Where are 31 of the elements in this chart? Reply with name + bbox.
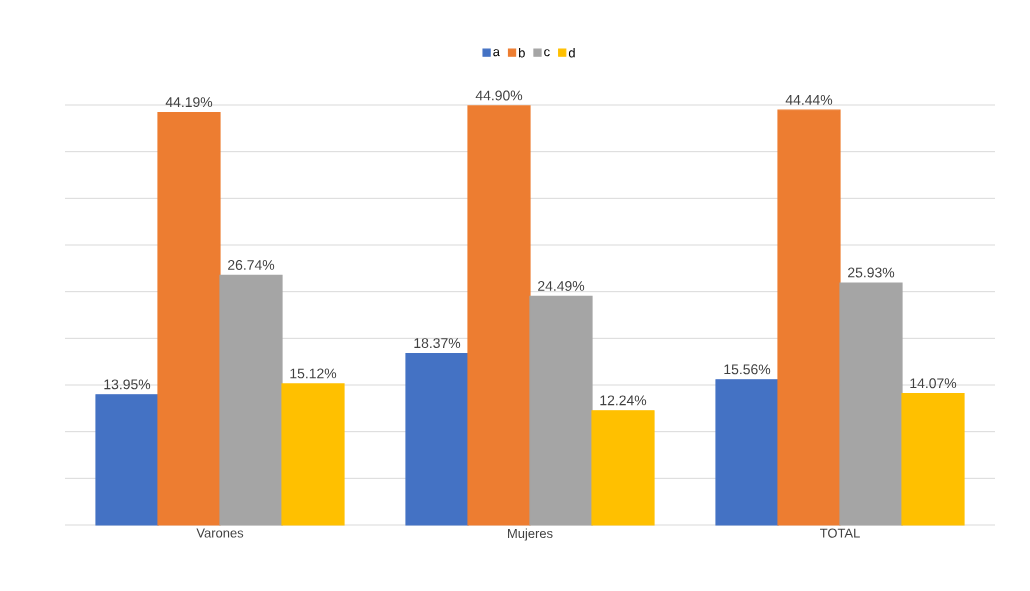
x-tick-label: Mujeres bbox=[508, 528, 553, 541]
data-label: 13.95% bbox=[104, 379, 151, 390]
bar bbox=[839, 282, 903, 526]
data-label: 44.44% bbox=[785, 94, 833, 105]
x-tick-label: Varones bbox=[196, 528, 244, 538]
legend-label: c bbox=[544, 49, 550, 57]
bar bbox=[405, 352, 469, 526]
data-label: 44.19% bbox=[165, 97, 213, 108]
bar bbox=[467, 105, 531, 526]
bar bbox=[529, 295, 593, 526]
data-label: 12.24% bbox=[600, 395, 647, 406]
bar bbox=[715, 379, 779, 526]
legend-label: d bbox=[568, 47, 575, 58]
legend-label: b bbox=[519, 47, 525, 58]
bar bbox=[777, 109, 841, 526]
bar bbox=[157, 111, 221, 526]
x-tick-label: TOTAL bbox=[820, 528, 860, 538]
bar bbox=[219, 274, 283, 526]
data-label: 24.49% bbox=[538, 281, 585, 291]
bar bbox=[901, 393, 965, 526]
data-label: 15.56% bbox=[724, 364, 771, 375]
data-label: 26.74% bbox=[228, 260, 275, 270]
bar bbox=[95, 394, 159, 526]
data-label: 15.12% bbox=[290, 368, 337, 379]
bar bbox=[591, 410, 655, 526]
data-label: 44.90% bbox=[475, 90, 523, 101]
data-label: 25.93% bbox=[848, 267, 895, 278]
legend-label: a bbox=[493, 49, 500, 57]
bar bbox=[281, 383, 345, 526]
data-label: 18.37% bbox=[414, 338, 461, 349]
data-label: 14.07% bbox=[910, 378, 957, 389]
